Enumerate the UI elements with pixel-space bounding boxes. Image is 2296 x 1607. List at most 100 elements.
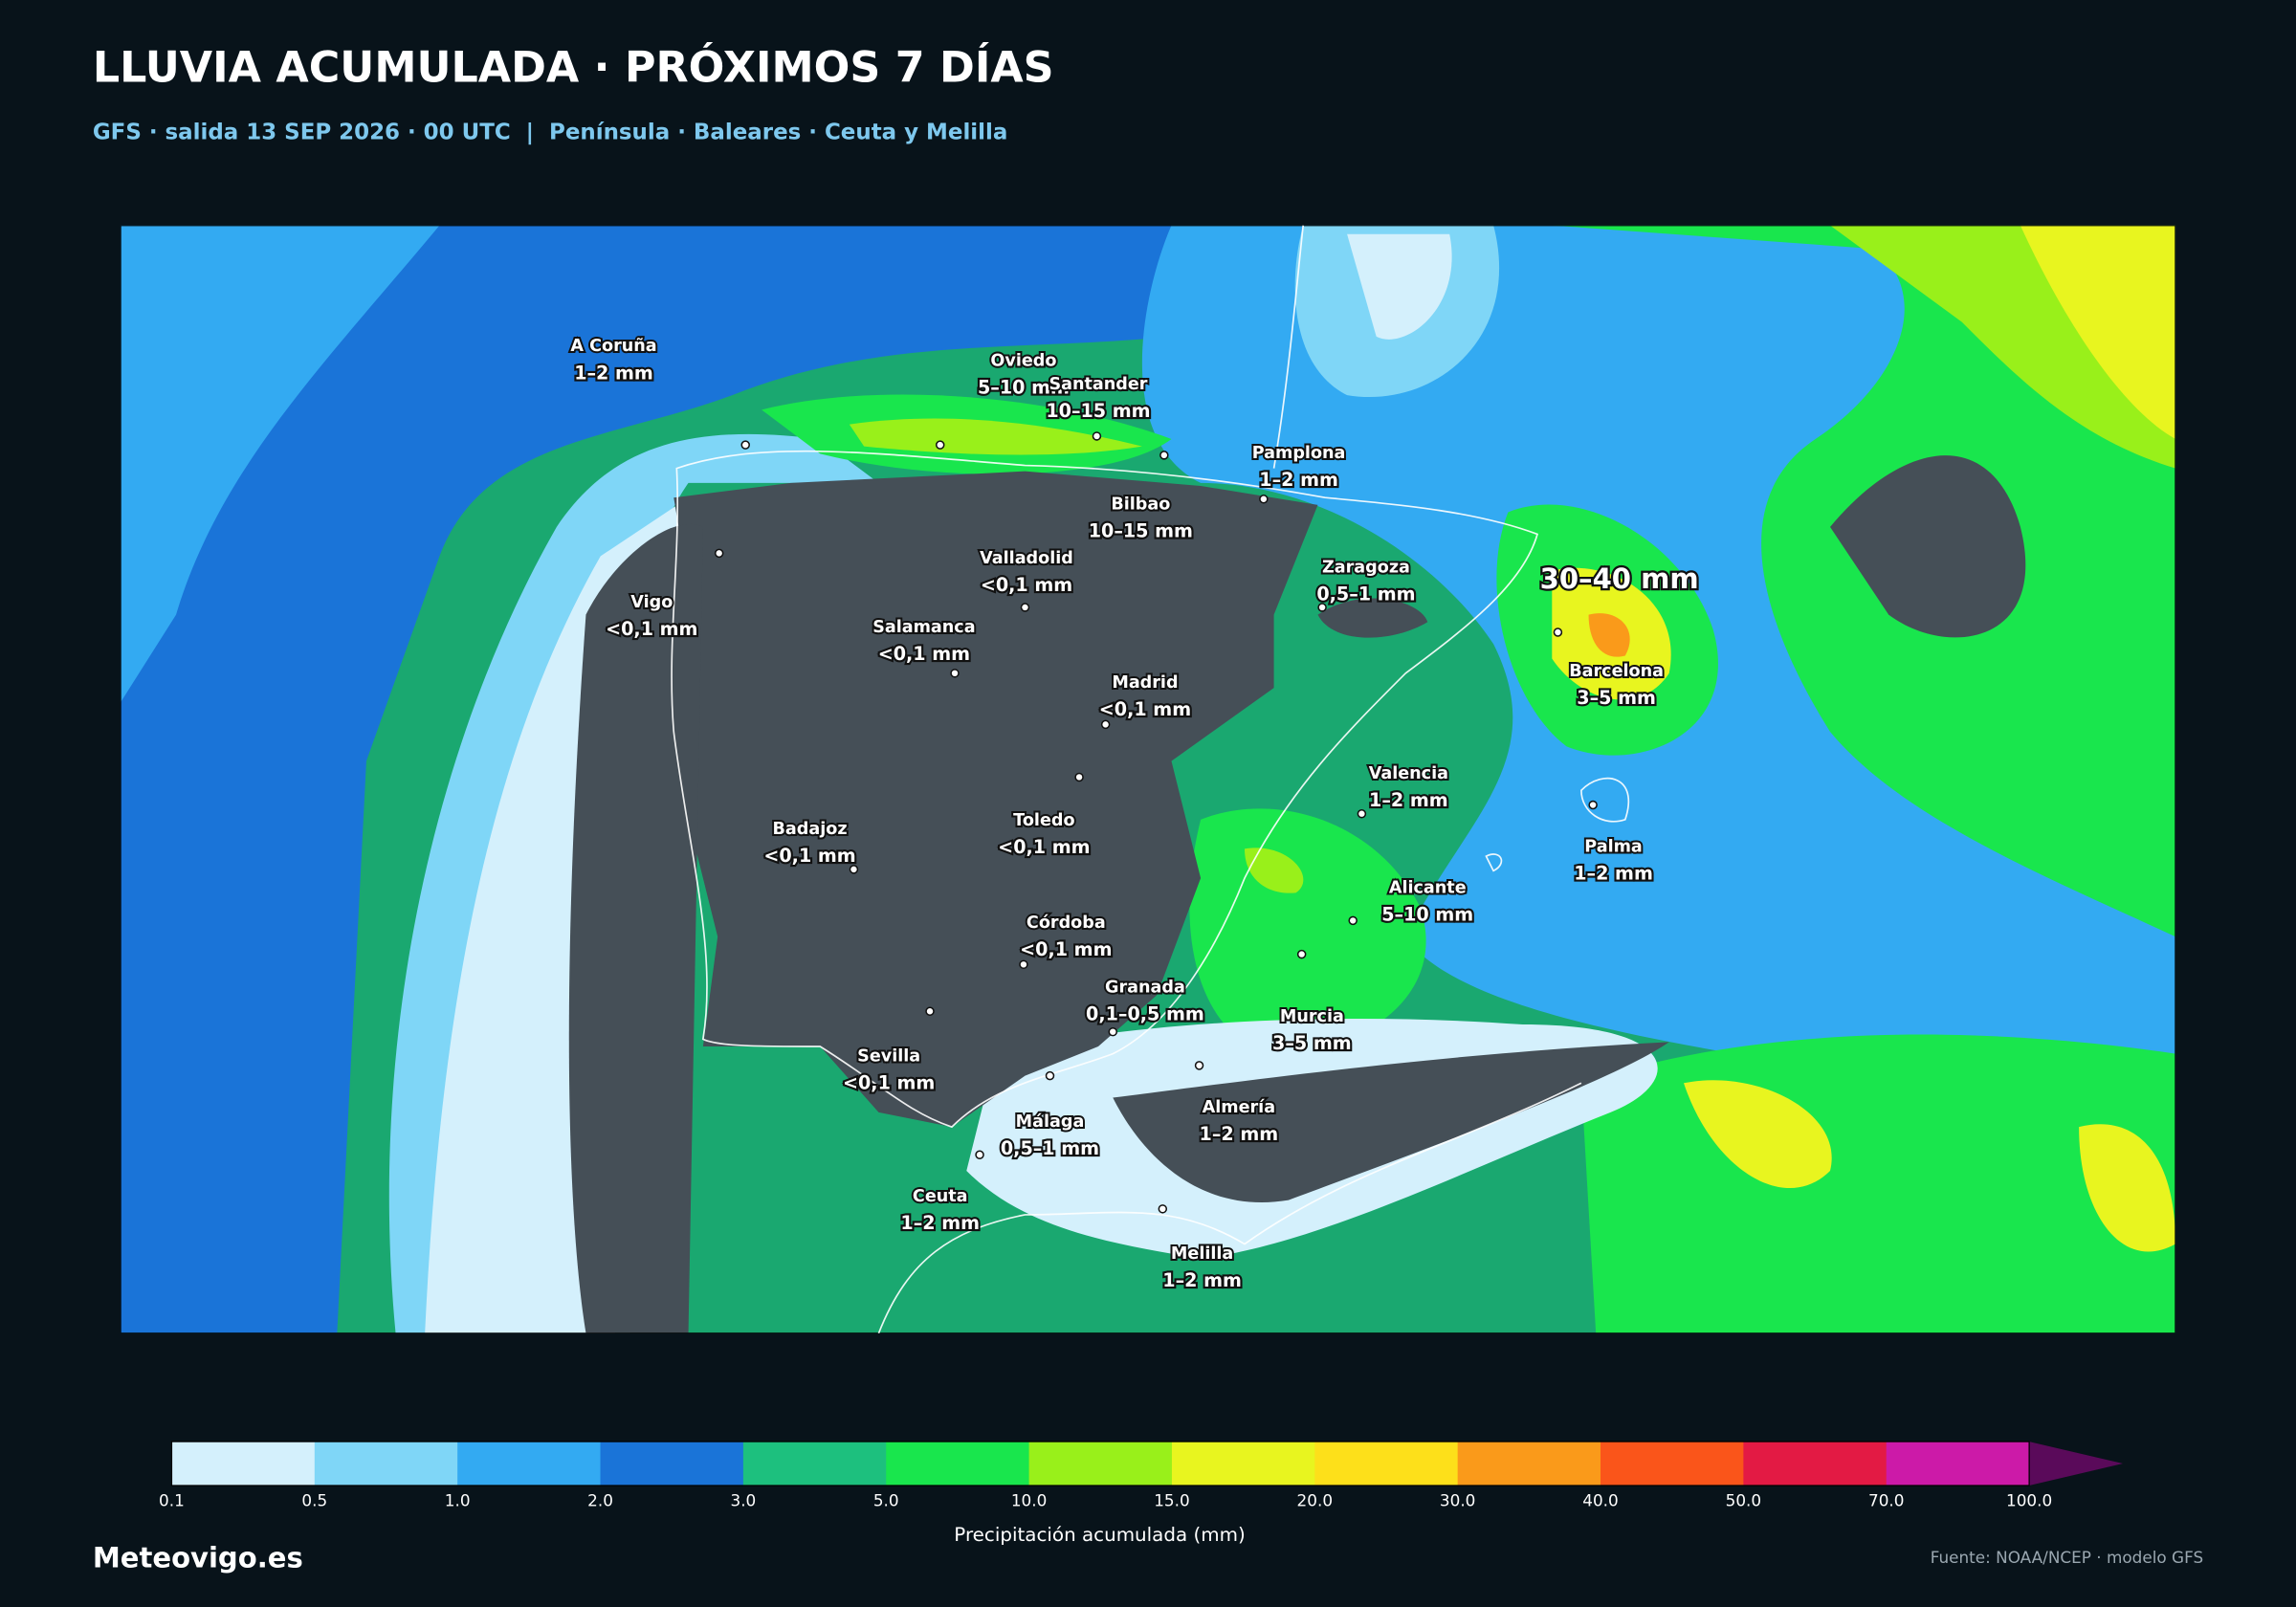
city-value: 0,5–1 mm: [1001, 1137, 1099, 1159]
city-value: 1–2 mm: [1162, 1269, 1242, 1291]
colorbar: 0.1 0.5 1.0 2.0 3.0 5.0 10.0 15.0 20.0 30.0 40.0 50…: [159, 1441, 2124, 1509]
colorbar-tick: 0.5: [301, 1490, 327, 1509]
city-value: 0,1–0,5 mm: [1086, 1002, 1204, 1024]
city-name: Málaga: [1016, 1112, 1085, 1132]
city-value: 1–2 mm: [1574, 863, 1653, 885]
colorbar-tick: 10.0: [1011, 1490, 1047, 1509]
city-dot: [1296, 949, 1307, 959]
city-value: 3–5 mm: [1577, 687, 1656, 709]
city-value: <0,1 mm: [1020, 938, 1112, 960]
city-dot: [1108, 1026, 1118, 1037]
city-dot: [1553, 627, 1563, 637]
city-value: 1–2 mm: [1369, 789, 1448, 811]
colorbar-segment: [1743, 1442, 1888, 1486]
city-name: Oviedo: [990, 352, 1056, 371]
city-dot: [1194, 1061, 1204, 1070]
precip-map: [120, 225, 2176, 1333]
colorbar-tick: 70.0: [1868, 1490, 1904, 1509]
colorbar-extend: [2029, 1442, 2124, 1486]
colorbar-tick: 5.0: [873, 1490, 899, 1509]
colorbar-tick: 20.0: [1297, 1490, 1333, 1509]
city-name: Granada: [1105, 978, 1185, 997]
city-dot: [1019, 959, 1028, 970]
city-name: Vigo: [630, 593, 673, 612]
colorbar-segment: [600, 1442, 744, 1486]
city-name: Barcelona: [1569, 662, 1664, 681]
city-dot: [1020, 603, 1030, 612]
colorbar-tick: 0.1: [159, 1490, 185, 1509]
colorbar-frame: [170, 1441, 2030, 1486]
city-dot: [1159, 451, 1169, 460]
city-value: <0,1 mm: [981, 574, 1072, 596]
source: Fuente: NOAA/NCEP · modelo GFS: [1931, 1548, 2203, 1567]
colorbar-tick: 100.0: [2006, 1490, 2052, 1509]
colorbar-tick: 15.0: [1154, 1490, 1189, 1509]
colorbar-tick: 3.0: [730, 1490, 756, 1509]
city-dot: [1158, 1204, 1168, 1214]
colorbar-segment: [171, 1442, 316, 1486]
city-name: Ceuta: [913, 1187, 968, 1206]
title: LLUVIA ACUMULADA · PRÓXIMOS 7 DÍAS: [93, 42, 1054, 93]
city-name: Palma: [1584, 837, 1642, 856]
city-value: 1–2 mm: [1259, 469, 1338, 491]
city-name: Córdoba: [1027, 914, 1106, 933]
colorbar-label: Precipitación acumulada (mm): [954, 1524, 1245, 1546]
borders: [671, 225, 1630, 1333]
colorbar-segment: [1601, 1442, 1744, 1486]
city-value: 3–5 mm: [1272, 1032, 1352, 1054]
city-dot: [1259, 495, 1269, 504]
city-value: <0,1 mm: [843, 1071, 935, 1093]
city-dot: [1357, 808, 1367, 819]
colorbar-segment: [1886, 1442, 2030, 1486]
city-dot: [849, 865, 859, 874]
city-value: <0,1 mm: [998, 836, 1090, 858]
city-dot: [1348, 915, 1358, 926]
city-dot: [740, 440, 750, 450]
city-name: Bilbao: [1111, 495, 1170, 514]
city-dot: [925, 1006, 935, 1017]
city-name: Melilla: [1171, 1244, 1233, 1264]
city-value: 10–15 mm: [1089, 520, 1193, 542]
city-value: <0,1 mm: [606, 618, 697, 640]
colorbar-segment: [1028, 1442, 1173, 1486]
colorbar-tick: 2.0: [587, 1490, 613, 1509]
city-value: <0,1 mm: [878, 643, 970, 665]
city-name: Sevilla: [857, 1046, 920, 1066]
city-name: Almería: [1203, 1098, 1275, 1117]
city-dot: [714, 548, 724, 559]
city-name: Zaragoza: [1322, 558, 1410, 577]
city-name: A Coruña: [570, 337, 656, 356]
colorbar-segment: [1457, 1442, 1601, 1486]
city-dot: [1045, 1070, 1055, 1081]
colorbar-segment: [1171, 1442, 1315, 1486]
colorbar-segment: [1314, 1442, 1459, 1486]
city-value: 0,5–1 mm: [1316, 583, 1415, 605]
colorbar-tick: 50.0: [1726, 1490, 1761, 1509]
city-value: <0,1 mm: [763, 845, 855, 867]
city-value: 5–10 mm: [978, 377, 1070, 399]
city-name: Valencia: [1369, 764, 1448, 783]
city-name: Alicante: [1389, 878, 1467, 897]
city-name: Badajoz: [773, 820, 848, 839]
brand: Meteovigo.es: [93, 1542, 303, 1574]
city-dot: [1074, 772, 1084, 782]
colorbar-segment: [314, 1442, 458, 1486]
city-name: Valladolid: [980, 549, 1073, 568]
city-name: Salamanca: [872, 618, 975, 637]
colorbar-segment: [742, 1442, 887, 1486]
city-value: 1–2 mm: [1200, 1123, 1279, 1145]
city-dot: [975, 1150, 984, 1159]
city-value: 10–15 mm: [1046, 400, 1150, 422]
city-dot: [1317, 603, 1327, 612]
city-name: Murcia: [1280, 1007, 1344, 1026]
city-value: 5–10 mm: [1381, 903, 1473, 925]
colorbar-segment: [886, 1442, 1030, 1486]
colorbar-segment: [457, 1442, 601, 1486]
highlight-label: 30–40 mm: [1540, 562, 1699, 595]
colorbar-tick: 30.0: [1440, 1490, 1475, 1509]
city-name: Pamplona: [1252, 444, 1346, 463]
city-dot: [935, 440, 945, 450]
city-value: <0,1 mm: [1099, 698, 1191, 720]
